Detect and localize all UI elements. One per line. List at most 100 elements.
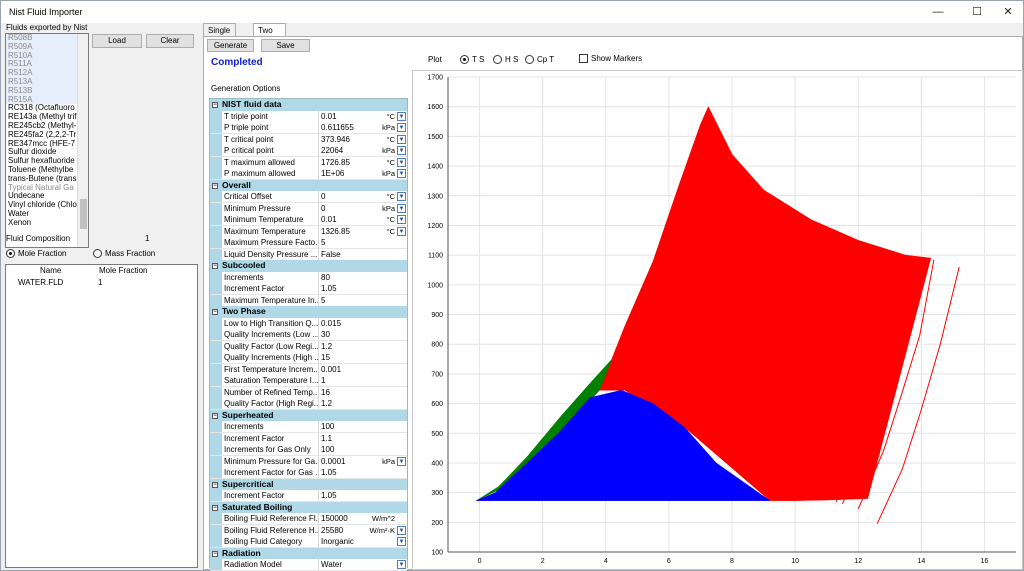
tab-single-phase[interactable]: Single Phase: [203, 23, 236, 48]
property-value[interactable]: 1.2: [321, 399, 333, 408]
property-value[interactable]: 1726.85: [321, 157, 350, 167]
fluid-list-item[interactable]: RC318 (Octafluoro: [8, 104, 75, 113]
fluid-list-item[interactable]: R509A: [6, 42, 88, 52]
property-row[interactable]: Quality Factor (Low Regi... 1.2: [210, 340, 407, 353]
property-value[interactable]: 1.05: [321, 284, 337, 293]
chevron-down-icon[interactable]: ▼: [397, 192, 406, 201]
show-markers-checkbox[interactable]: Show Markers: [579, 54, 642, 63]
fluid-list-item[interactable]: Vinyl chloride (Chlo: [8, 201, 77, 210]
fluid-list-item[interactable]: RE245fa2 (2,2,2-Tr: [8, 130, 77, 139]
chevron-down-icon[interactable]: ▼: [397, 560, 406, 569]
fluid-list-item[interactable]: Typical Natural Ga: [8, 183, 74, 192]
chevron-down-icon[interactable]: ▼: [397, 456, 406, 466]
property-row[interactable]: First Temperature Increm... 0.001: [210, 363, 407, 376]
property-value[interactable]: 0.001: [321, 364, 342, 374]
fluid-list-item[interactable]: R513B: [6, 86, 88, 96]
fluid-list-item[interactable]: trans-Butene (trans: [8, 174, 77, 183]
property-value[interactable]: 0: [321, 203, 326, 213]
property-value[interactable]: 25580: [321, 525, 344, 535]
grid-cell-value[interactable]: 1: [98, 278, 103, 287]
fluid-list-item[interactable]: R513A: [6, 77, 88, 87]
clear-button[interactable]: Clear: [146, 34, 194, 48]
generate-button[interactable]: Generate: [207, 39, 254, 52]
property-value[interactable]: 1.2: [321, 341, 333, 351]
property-category[interactable]: − Radiation: [210, 547, 407, 559]
property-row[interactable]: T maximum allowed 1726.85 °C ▼: [210, 156, 407, 169]
property-row[interactable]: Increment Factor 1.05: [210, 490, 407, 502]
scroll-thumb[interactable]: [80, 199, 87, 229]
composition-grid[interactable]: Name Mole Fraction WATER.FLD 1: [5, 264, 198, 568]
fluids-listbox[interactable]: R508B R509A R510A R511A R512A R513A R513B R515A…: [5, 33, 89, 248]
property-row[interactable]: Increments 100: [210, 421, 407, 433]
property-grid[interactable]: − NIST fluid data T triple point 0.01 °C ▼ P t…: [209, 98, 408, 571]
maximize-icon[interactable]: ☐: [972, 6, 982, 18]
chevron-down-icon[interactable]: ▼: [397, 146, 406, 155]
property-value[interactable]: 0.01: [321, 111, 337, 121]
property-row[interactable]: P maximum allowed 1E+06 kPa ▼: [210, 168, 407, 180]
tab-two-phase[interactable]: Two Phase: [253, 23, 286, 48]
property-value[interactable]: 0.015: [321, 318, 342, 328]
property-row[interactable]: P triple point 0.611655 kPa ▼: [210, 122, 407, 134]
property-row[interactable]: T critical point 373.946 °C ▼: [210, 133, 407, 146]
property-value[interactable]: 5: [321, 238, 326, 247]
fluid-list-item[interactable]: R508B: [6, 34, 88, 43]
property-row[interactable]: Increment Factor 1.1: [210, 432, 407, 445]
list-scrollbar[interactable]: [77, 34, 88, 247]
property-row[interactable]: Liquid Density Pressure ... False: [210, 248, 407, 261]
property-value[interactable]: 15: [321, 353, 330, 362]
collapse-icon[interactable]: −: [212, 481, 218, 488]
property-row[interactable]: Increment Factor 1.05: [210, 283, 407, 295]
property-row[interactable]: Minimum Pressure 0 kPa ▼: [210, 202, 407, 215]
property-value[interactable]: 5: [321, 295, 326, 305]
property-row[interactable]: Minimum Pressure for Ga... 0.0001 kPa ▼: [210, 455, 407, 468]
property-row[interactable]: Saturation Temperature I... 1: [210, 375, 407, 387]
property-value[interactable]: 30: [321, 330, 330, 339]
minimize-icon[interactable]: —: [932, 6, 944, 18]
property-value[interactable]: 16: [321, 387, 330, 397]
grid-cell-name[interactable]: WATER.FLD: [18, 278, 64, 287]
property-value[interactable]: 373.946: [321, 134, 350, 144]
chevron-down-icon[interactable]: ▼: [397, 111, 406, 121]
fluid-list-item[interactable]: Sulfur hexafluoride: [8, 157, 75, 166]
property-row[interactable]: Increment Factor for Gas ... 1.05: [210, 467, 407, 479]
fluid-list-item[interactable]: R512A: [6, 69, 88, 78]
property-row[interactable]: Minimum Temperature 0.01 °C ▼: [210, 214, 407, 226]
mole-fraction-radio[interactable]: Mole Fraction: [6, 249, 66, 258]
property-row[interactable]: Maximum Temperature 1326.85 °C ▼: [210, 225, 407, 238]
collapse-icon[interactable]: −: [212, 550, 218, 557]
collapse-icon[interactable]: −: [212, 504, 218, 511]
fluid-list-item[interactable]: RE245cb2 (Methyl-: [8, 121, 77, 130]
property-value[interactable]: 150000: [321, 514, 348, 523]
property-category[interactable]: − NIST fluid data: [210, 99, 407, 111]
property-row[interactable]: Quality Increments (Low ... 30: [210, 329, 407, 341]
property-row[interactable]: Quality Increments (High ... 15: [210, 352, 407, 364]
property-value[interactable]: 22064: [321, 146, 344, 155]
property-value[interactable]: 0: [321, 192, 326, 201]
fluid-list-item[interactable]: Undecane: [8, 192, 45, 201]
property-value[interactable]: 80: [321, 272, 330, 282]
property-row[interactable]: Boiling Fluid Reference H... 25580 W/m²·K ▼: [210, 524, 407, 537]
chevron-down-icon[interactable]: ▼: [397, 134, 406, 144]
collapse-icon[interactable]: −: [212, 309, 218, 315]
property-category[interactable]: − Subcooled: [210, 260, 407, 272]
property-row[interactable]: Number of Refined Temp... 16: [210, 386, 407, 399]
property-category[interactable]: − Overall: [210, 179, 407, 191]
property-category[interactable]: − Superheated: [210, 409, 407, 421]
property-value[interactable]: 1E+06: [321, 169, 345, 178]
property-row[interactable]: Quality Factor (High Regi... 1.2: [210, 398, 407, 410]
fluid-list-item[interactable]: Sulfur dioxide: [8, 148, 57, 157]
property-value[interactable]: 0.611655: [321, 123, 354, 132]
collapse-icon[interactable]: −: [212, 412, 218, 419]
property-value[interactable]: 1.05: [321, 468, 337, 477]
chevron-down-icon[interactable]: ▼: [397, 123, 406, 132]
property-value[interactable]: 100: [321, 445, 335, 454]
fluid-list-item[interactable]: RE143a (Methyl trif: [8, 113, 77, 122]
fluid-list-item[interactable]: RE347mcc (HFE-7: [8, 139, 76, 148]
property-value[interactable]: False: [321, 249, 341, 259]
save-button[interactable]: Save: [261, 39, 310, 52]
fluid-list-item[interactable]: R510A: [6, 51, 88, 61]
collapse-icon[interactable]: −: [212, 102, 218, 108]
plot-ts-radio[interactable]: T S: [460, 55, 484, 64]
fluid-list-item[interactable]: Water: [8, 209, 30, 218]
property-row[interactable]: Boiling Fluid Reference Fl... 150000 W/m^2: [210, 513, 407, 525]
